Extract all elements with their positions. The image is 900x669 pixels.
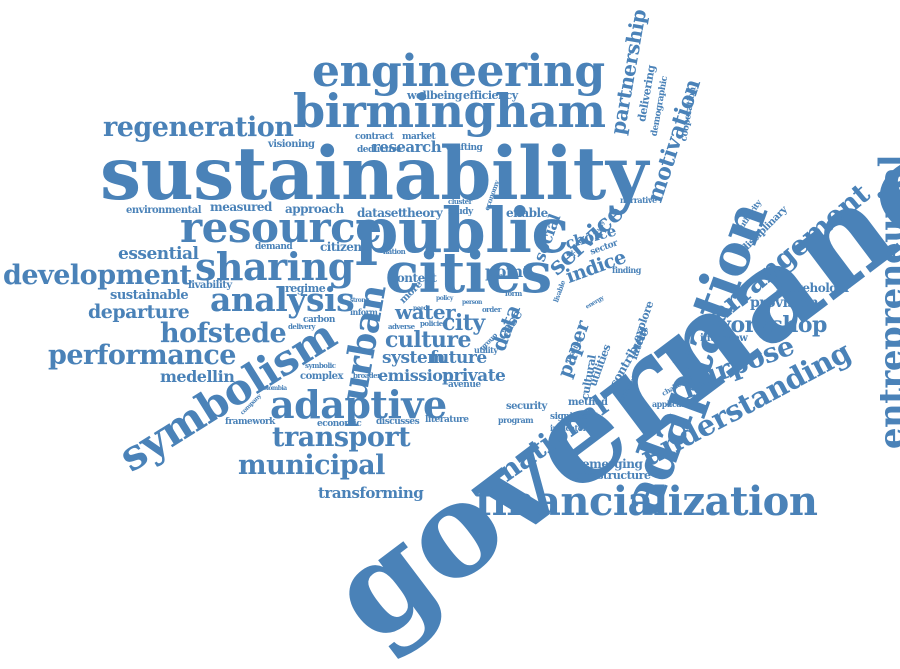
- word-energy: energy: [584, 294, 606, 311]
- word-policy: policy: [436, 295, 453, 302]
- word-study: study: [448, 207, 473, 217]
- word-wellbeing: wellbeing: [407, 89, 462, 102]
- word-dataset: dataset: [357, 206, 403, 220]
- word-demand: demand: [255, 242, 293, 252]
- word-application: application: [652, 399, 697, 409]
- word-provision: provision: [750, 295, 819, 311]
- word-literature: literature: [425, 415, 469, 425]
- word-citizen: citizen: [320, 240, 362, 254]
- word-symbolic: symbolic: [305, 361, 336, 370]
- word-form: form: [505, 289, 522, 298]
- word-deductive: deductive: [357, 145, 402, 155]
- word-emerging: emerging: [582, 457, 643, 471]
- word-transforming: transforming: [318, 484, 424, 502]
- word-medellin: medellin: [160, 367, 235, 386]
- word-regime: regime: [285, 282, 326, 295]
- word-entrepreneurial: entrepreneurial: [872, 154, 900, 450]
- word-visioning: visioning: [268, 139, 315, 150]
- word-avenue: avenue: [448, 380, 481, 390]
- word-environmental: environmental: [126, 205, 202, 216]
- word-analysis: analysis: [210, 280, 355, 319]
- word-uk: uk: [566, 249, 575, 258]
- word-system: system: [382, 348, 445, 368]
- word-strong: strong: [350, 297, 369, 304]
- word-stakeholder: stakeholder: [776, 281, 851, 295]
- word-significant: significant: [550, 412, 599, 422]
- word-nation: nation: [383, 247, 406, 256]
- word-workshop: workshop: [712, 312, 827, 338]
- word-birmingham: birmingham: [293, 84, 606, 138]
- word-method: method: [568, 397, 608, 408]
- word-indicator: indicator: [550, 423, 587, 433]
- word-broader: broader: [353, 371, 381, 380]
- word-essential: essential: [118, 244, 199, 264]
- word-interview: interview: [700, 333, 748, 344]
- word-enable: enable: [506, 206, 548, 220]
- word-future: future: [430, 348, 487, 368]
- word-adaptive: adaptive: [270, 382, 447, 427]
- word-emission: emission: [378, 366, 454, 385]
- word-complex: complex: [300, 371, 343, 382]
- word-sustainability: sustainability: [100, 131, 648, 217]
- word-point: point: [485, 262, 530, 281]
- word-measured: measured: [210, 200, 272, 214]
- word-economic: economic: [317, 419, 362, 429]
- word-market: market: [402, 132, 436, 142]
- word-inform: inform: [350, 307, 378, 317]
- word-person: person: [462, 299, 482, 306]
- word-carbon: carbon: [303, 315, 335, 325]
- word-engineering: engineering: [312, 46, 605, 97]
- word-development: development: [3, 260, 192, 291]
- word-theory: theory: [402, 206, 443, 220]
- word-cities: cities: [385, 240, 552, 306]
- word-sustainable: sustainable: [110, 288, 189, 303]
- word-sharing: sharing: [195, 244, 354, 289]
- word-adverse: adverse: [388, 322, 415, 331]
- word-private: private: [442, 366, 506, 386]
- word-context: context: [390, 271, 437, 285]
- word-narrative: narrative: [620, 195, 657, 205]
- word-regeneration: regeneration: [103, 112, 294, 143]
- word-framework: framework: [225, 417, 275, 427]
- word-efficiency: efficiency: [463, 89, 518, 102]
- word-hofstede: hofstede: [160, 318, 287, 349]
- word-resource: resource: [180, 203, 382, 252]
- word-security: security: [506, 401, 547, 412]
- word-delivery: delivery: [288, 322, 315, 331]
- word-order: order: [482, 305, 501, 314]
- word-livable: livable: [551, 279, 568, 304]
- word-public: public: [355, 194, 569, 267]
- word-crafting: crafting: [446, 143, 483, 153]
- word-finding: finding: [612, 265, 641, 275]
- word-departure: departure: [88, 301, 190, 323]
- word-water: water: [395, 300, 456, 324]
- word-wake: wake: [492, 274, 508, 281]
- word-colombia: colombia: [260, 385, 287, 392]
- word-financialization: financialization: [475, 478, 818, 525]
- word-livability: livability: [188, 280, 232, 291]
- word-infrastructure: infrastructure: [570, 469, 651, 482]
- word-transport: transport: [272, 422, 411, 453]
- word-culture: culture: [385, 327, 472, 353]
- word-policies: policies: [420, 319, 447, 328]
- word-cluster: cluster: [448, 197, 472, 206]
- word-need: need: [413, 305, 428, 312]
- word-utility: utility: [474, 345, 498, 355]
- word-approach: approach: [285, 202, 344, 216]
- word-contract: contract: [355, 132, 394, 142]
- word-research: research: [372, 138, 442, 156]
- word-program: program: [498, 415, 534, 425]
- word-municipal: municipal: [238, 450, 385, 481]
- word-discusses: discusses: [376, 417, 420, 427]
- word-city: city: [442, 310, 485, 336]
- word-performance: performance: [48, 340, 236, 371]
